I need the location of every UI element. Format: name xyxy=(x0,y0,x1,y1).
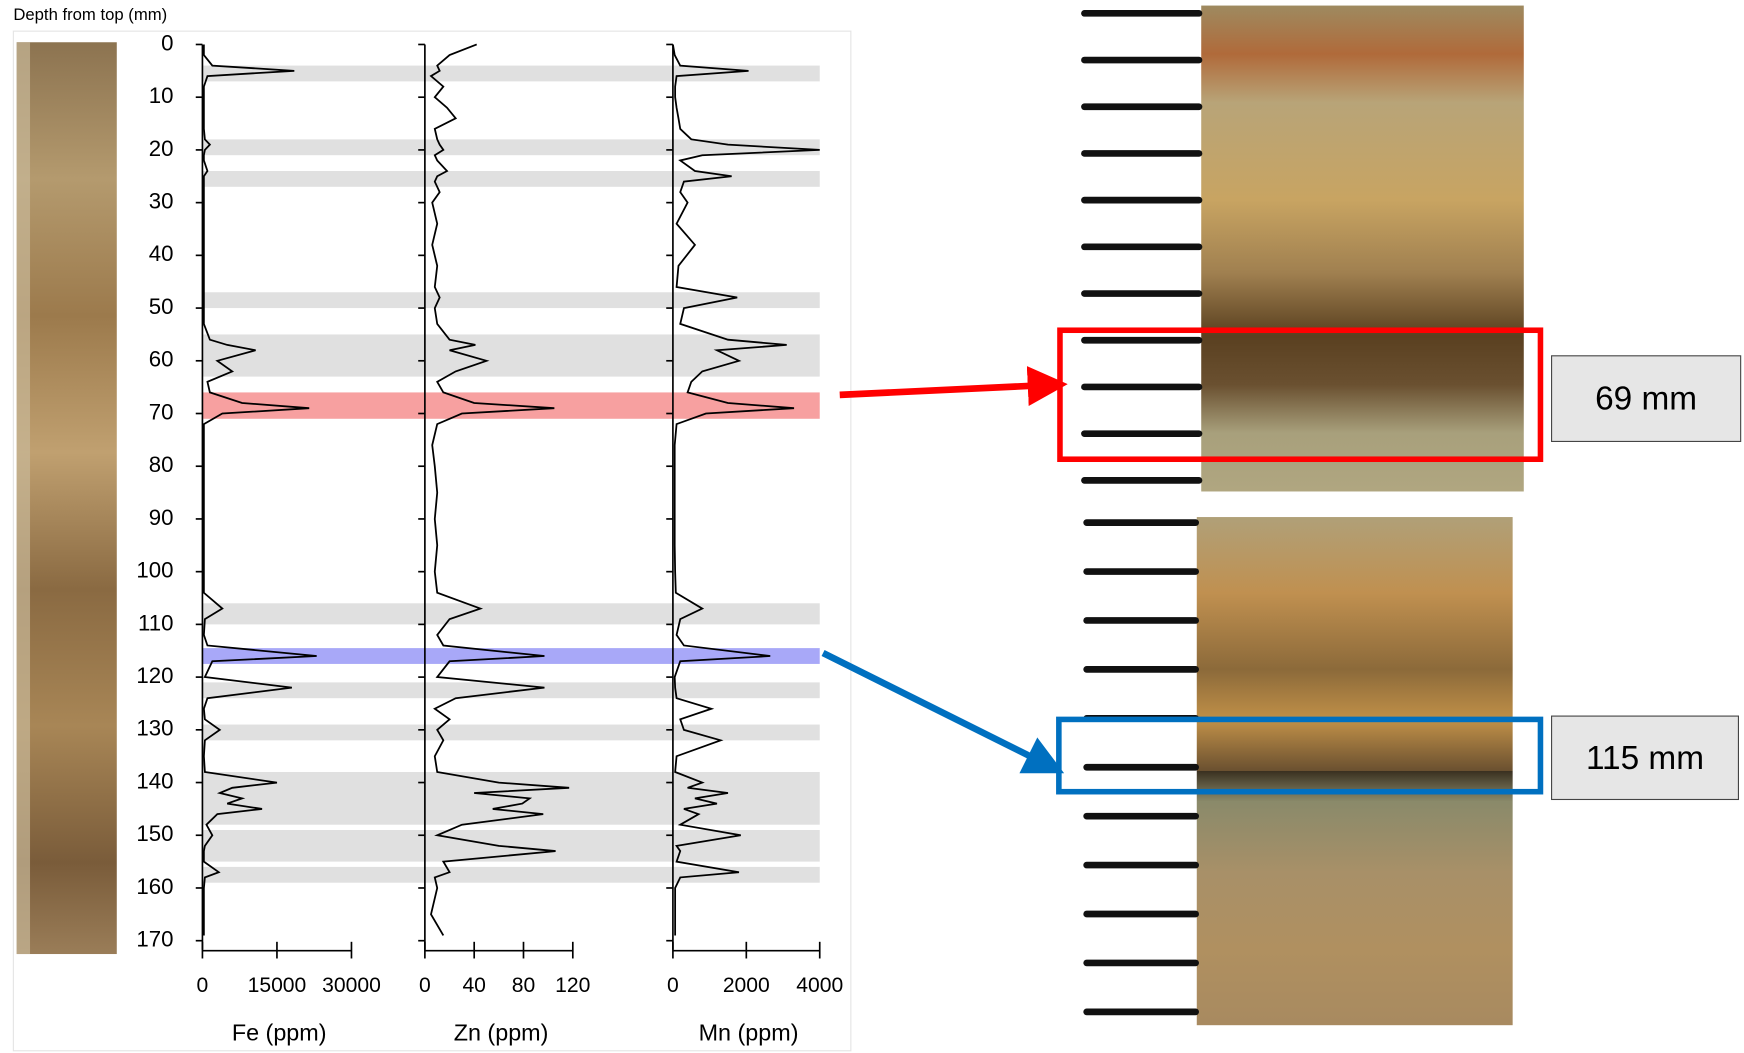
chart-frame xyxy=(12,30,852,1052)
x-tick-label: 0 xyxy=(197,974,209,997)
x-axis-title: Fe (ppm) xyxy=(232,1019,327,1045)
y-tick-label: 170 xyxy=(136,927,173,952)
x-tick-label: 0 xyxy=(667,974,679,997)
x-tick-label: 80 xyxy=(512,974,535,997)
label-box xyxy=(1551,355,1742,442)
highlight-band xyxy=(202,139,820,156)
core-photo xyxy=(16,42,117,955)
y-tick-label: 10 xyxy=(149,83,174,108)
highlight-band xyxy=(202,829,820,862)
highlight-band xyxy=(202,292,820,309)
photos xyxy=(1076,5,1524,1026)
y-tick-label: 60 xyxy=(149,347,174,372)
highlight-band xyxy=(202,65,820,82)
highlight-band xyxy=(202,334,820,377)
x-tick-label: 15000 xyxy=(248,974,307,997)
label-box xyxy=(1551,715,1739,801)
x-axis-title: Mn (ppm) xyxy=(699,1019,799,1045)
y-tick-label: 150 xyxy=(136,821,173,846)
y-tick-label: 0 xyxy=(161,30,173,55)
highlight-band xyxy=(202,682,820,699)
x-tick-label: 0 xyxy=(419,974,431,997)
photo-115mm xyxy=(1196,517,1513,1026)
profile-line xyxy=(672,44,820,936)
x-tick-label: 2000 xyxy=(723,974,770,997)
y-tick-label: 110 xyxy=(138,610,173,635)
highlight-band xyxy=(202,171,820,187)
y-axis-title: Depth from top (mm) xyxy=(13,5,167,24)
y-tick-label: 40 xyxy=(149,241,174,266)
y-tick-label: 140 xyxy=(136,768,173,793)
x-tick-label: 40 xyxy=(462,974,485,997)
profile-line xyxy=(202,44,317,936)
profile-line xyxy=(429,43,570,936)
highlight-band xyxy=(202,771,820,825)
highlight-band xyxy=(202,603,820,625)
y-tick-label: 100 xyxy=(136,558,173,583)
highlight-band xyxy=(202,724,820,741)
y-tick-label: 90 xyxy=(149,505,174,530)
x-tick-label: 4000 xyxy=(796,974,843,997)
y-tick-label: 20 xyxy=(149,136,174,161)
y-tick-label: 130 xyxy=(136,716,173,741)
highlight-band xyxy=(202,866,820,883)
ruler xyxy=(1078,517,1202,1026)
y-tick-label: 160 xyxy=(136,874,173,899)
x-tick-label: 30000 xyxy=(322,974,381,997)
y-tick-label: 30 xyxy=(149,189,174,214)
depth-label: 69 mm xyxy=(1595,381,1697,418)
photo-69mm xyxy=(1201,5,1524,492)
zoom-frame xyxy=(1056,716,1544,795)
y-tick-label: 80 xyxy=(149,452,174,477)
link-arrow xyxy=(821,649,1065,774)
x-axis-title: Zn (ppm) xyxy=(454,1019,549,1045)
x-tick-label: 120 xyxy=(555,974,590,997)
y-tick-label: 120 xyxy=(136,663,173,688)
y-tick-label: 70 xyxy=(149,399,174,424)
y-tick-label: 50 xyxy=(149,294,174,319)
depth-label: 115 mm xyxy=(1586,740,1704,777)
link-arrow xyxy=(839,365,1068,406)
core-ruler xyxy=(16,42,31,955)
zoom-frame xyxy=(1057,327,1544,463)
event-band xyxy=(202,648,820,664)
